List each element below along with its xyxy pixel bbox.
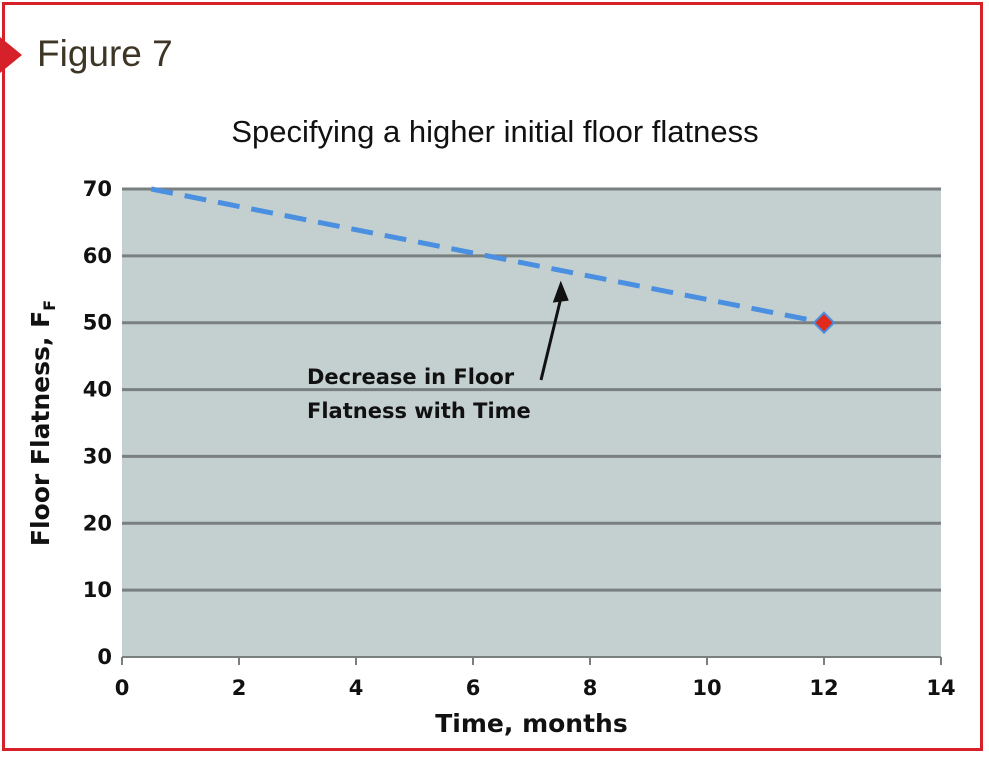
y-tick-label-0: 0 — [97, 645, 112, 669]
y-axis-title-main: Floor Flatness, F — [26, 311, 55, 546]
y-tick-label-10: 10 — [83, 578, 112, 602]
x-tick-labels: 0 2 4 6 8 10 12 14 — [115, 676, 956, 700]
x-tick-label-12: 12 — [809, 676, 838, 700]
y-tick-labels: 0 10 20 30 40 50 60 70 — [83, 177, 112, 669]
annotation-arrow-shaft — [539, 298, 563, 381]
chart-title: Specifying a higher initial floor flatne… — [231, 114, 758, 149]
y-tick-label-60: 60 — [83, 244, 112, 268]
y-axis-title-subscript: F — [40, 300, 59, 311]
x-tick-label-14: 14 — [926, 676, 955, 700]
x-tick-label-4: 4 — [349, 676, 364, 700]
figure-marker-triangle — [0, 37, 22, 73]
y-tick-label-70: 70 — [83, 177, 112, 201]
y-tick-label-20: 20 — [83, 511, 112, 535]
plot-area — [122, 189, 941, 657]
grid-lines — [122, 187, 941, 592]
x-axis — [121, 656, 942, 665]
annotation-group: Decrease in Floor Flatness with Time — [307, 280, 569, 423]
y-tick-label-50: 50 — [83, 311, 112, 335]
annotation-line-1: Flatness with Time — [307, 399, 531, 423]
x-tick-label-10: 10 — [692, 676, 721, 700]
series-line-0 — [150, 186, 825, 326]
y-tick-label-30: 30 — [83, 444, 112, 468]
x-tick-label-8: 8 — [583, 676, 598, 700]
data-point-marker-0 — [812, 311, 836, 335]
y-axis-title-group: Floor Flatness, FF — [26, 300, 59, 546]
annotation-arrow-head — [552, 280, 569, 303]
y-axis-title: Floor Flatness, FF — [26, 300, 59, 546]
annotation-line-0: Decrease in Floor — [307, 365, 515, 389]
x-tick-label-6: 6 — [466, 676, 481, 700]
y-tick-label-40: 40 — [83, 378, 112, 402]
series-group — [150, 186, 836, 335]
figure-label: Figure 7 — [37, 33, 173, 74]
x-tick-label-2: 2 — [232, 676, 247, 700]
x-tick-label-0: 0 — [115, 676, 130, 700]
x-axis-title: Time, months — [435, 709, 627, 738]
